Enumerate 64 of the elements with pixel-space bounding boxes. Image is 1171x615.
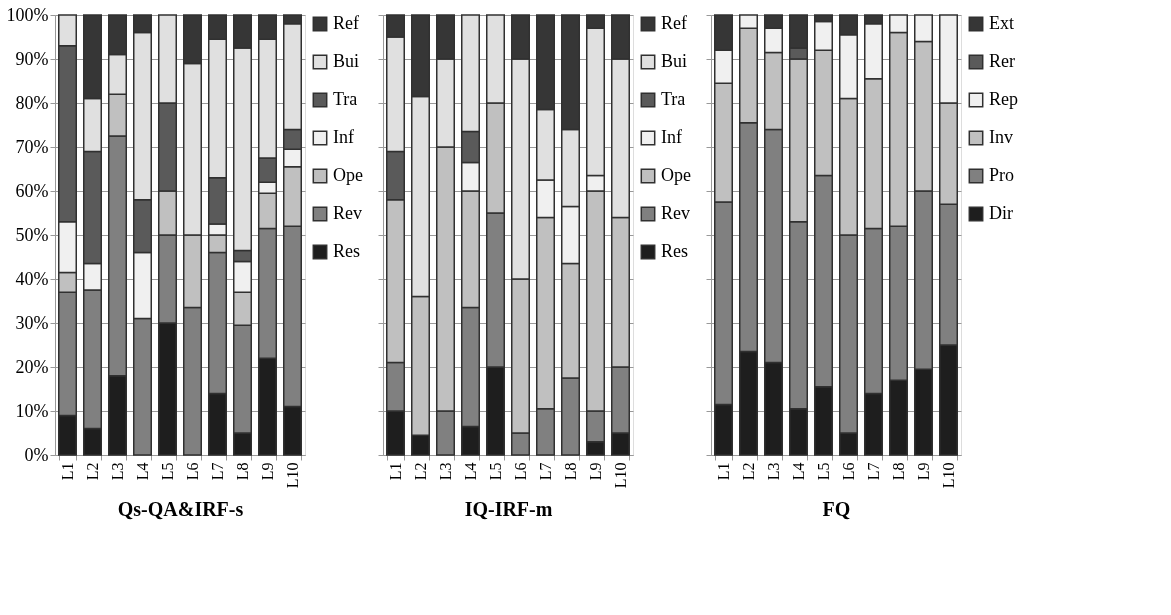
x-tick-label: L1 <box>387 462 404 481</box>
x-tick-label: L3 <box>109 462 126 481</box>
legend-label: Tra <box>661 89 686 109</box>
y-tick-label: 20% <box>15 356 49 377</box>
x-tick-label: L5 <box>487 462 504 481</box>
x-tick-label: L3 <box>765 462 782 481</box>
legend-label: Inv <box>989 127 1013 147</box>
y-tick-label: 10% <box>15 400 49 421</box>
legend-label: Ref <box>333 13 359 33</box>
legend-label: Rev <box>333 203 362 223</box>
x-tick-label: L9 <box>587 462 604 481</box>
x-axis-title: FQ <box>822 498 851 521</box>
x-tick-label: L1 <box>715 462 732 481</box>
x-tick-label: L8 <box>890 462 907 481</box>
legend-label: Res <box>333 241 360 261</box>
x-tick-label: L1 <box>59 462 76 481</box>
x-tick-label: L6 <box>512 462 529 481</box>
x-tick-label: L9 <box>915 462 932 481</box>
legend-label: Res <box>661 241 688 261</box>
x-tick-label: L8 <box>562 462 579 481</box>
x-tick-label: L6 <box>184 462 201 481</box>
x-tick-label: L9 <box>259 462 276 481</box>
x-tick-label: L7 <box>209 462 226 481</box>
x-tick-label: L7 <box>865 462 882 481</box>
y-tick-label: 0% <box>24 444 49 465</box>
legend-label: Dir <box>989 203 1013 223</box>
x-tick-label: L3 <box>437 462 454 481</box>
legend-label: Rep <box>989 89 1018 109</box>
legend-label: Tra <box>333 89 358 109</box>
x-tick-label: L4 <box>462 462 479 481</box>
y-tick-label: 50% <box>15 224 49 245</box>
x-tick-label: L6 <box>840 462 857 481</box>
x-axis-title: IQ-IRF-m <box>464 498 553 521</box>
x-axis-title: Qs-QA&IRF-s <box>117 498 244 521</box>
y-tick-label: 100% <box>6 4 49 25</box>
legend-label: Rev <box>661 203 690 223</box>
y-tick-label: 90% <box>15 48 49 69</box>
y-tick-label: 70% <box>15 136 49 157</box>
y-tick-label: 60% <box>15 180 49 201</box>
x-tick-label: L10 <box>940 462 957 489</box>
legend-label: Bui <box>661 51 688 71</box>
legend-label: Ope <box>661 165 691 185</box>
legend-label: Ope <box>333 165 363 185</box>
x-tick-label: L2 <box>412 462 429 481</box>
y-tick-label: 30% <box>15 312 49 333</box>
legend-label: Inf <box>333 127 354 147</box>
y-tick-label: 80% <box>15 92 49 113</box>
x-tick-label: L10 <box>284 462 301 489</box>
x-tick-label: L7 <box>537 462 554 481</box>
x-tick-label: L2 <box>740 462 757 481</box>
legend-label: Pro <box>989 165 1015 185</box>
x-tick-label: L4 <box>790 462 807 481</box>
legend-label: Bui <box>333 51 360 71</box>
x-tick-label: L2 <box>84 462 101 481</box>
x-tick-label: L8 <box>234 462 251 481</box>
x-tick-label: L5 <box>159 462 176 481</box>
x-tick-label: L10 <box>612 462 629 489</box>
legend-label: Ext <box>989 13 1014 33</box>
legend-label: Inf <box>661 127 682 147</box>
x-tick-label: L5 <box>815 462 832 481</box>
legend-label: Ref <box>661 13 687 33</box>
y-tick-label: 40% <box>15 268 49 289</box>
x-tick-label: L4 <box>134 462 151 481</box>
legend-label: Rer <box>989 51 1015 71</box>
